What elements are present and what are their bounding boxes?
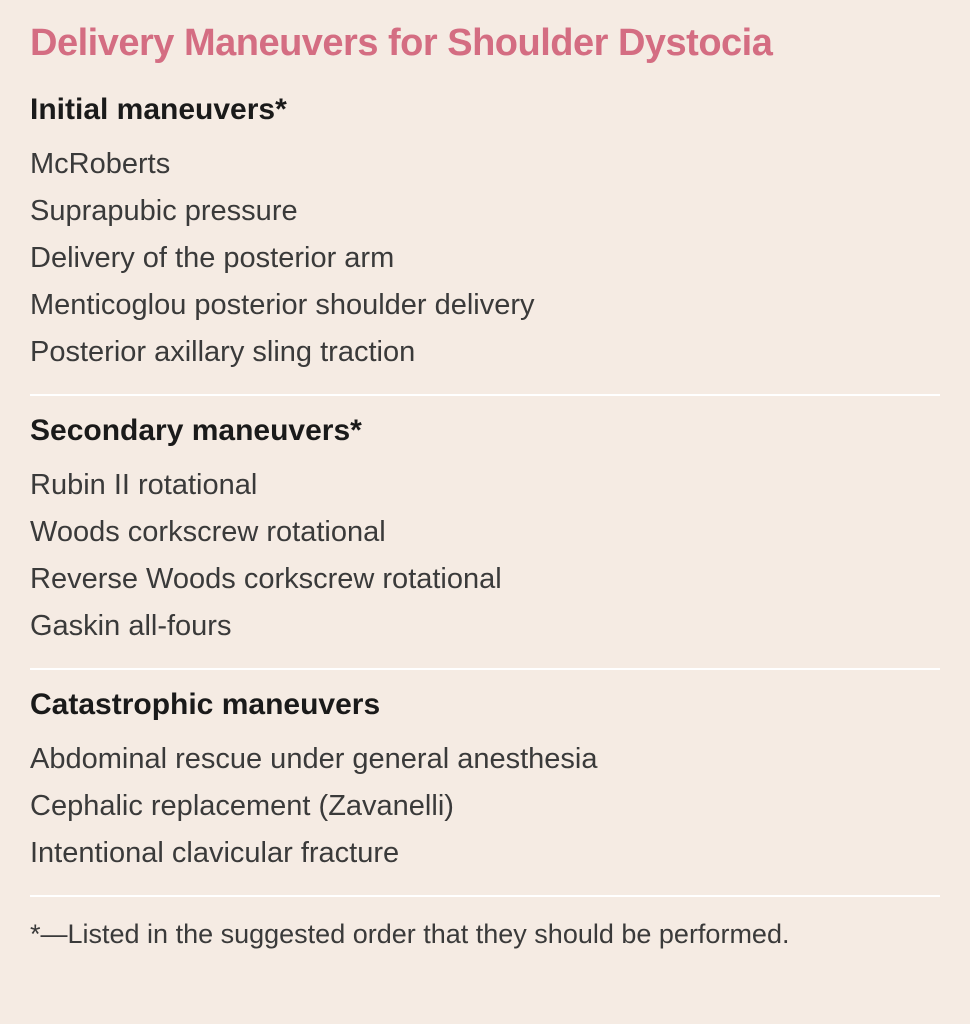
list-item: McRoberts: [30, 141, 940, 188]
list-item: Suprapubic pressure: [30, 188, 940, 235]
list-item: Abdominal rescue under general anesthesi…: [30, 736, 940, 783]
section-secondary: Secondary maneuvers* Rubin II rotational…: [30, 414, 940, 664]
list-item: Woods corkscrew rotational: [30, 509, 940, 556]
section-heading: Catastrophic maneuvers: [30, 688, 940, 722]
section-divider: [30, 394, 940, 396]
list-item: Cephalic replacement (Zavanelli): [30, 783, 940, 830]
footnote: *—Listed in the suggested order that the…: [30, 915, 940, 950]
section-divider: [30, 895, 940, 897]
section-catastrophic: Catastrophic maneuvers Abdominal rescue …: [30, 688, 940, 891]
list-item: Rubin II rotational: [30, 462, 940, 509]
section-heading: Secondary maneuvers*: [30, 414, 940, 448]
section-initial: Initial maneuvers* McRoberts Suprapubic …: [30, 93, 940, 390]
list-item: Delivery of the posterior arm: [30, 235, 940, 282]
section-divider: [30, 668, 940, 670]
list-item: Gaskin all-fours: [30, 603, 940, 650]
list-item: Intentional clavicular fracture: [30, 830, 940, 877]
section-heading: Initial maneuvers*: [30, 93, 940, 127]
list-item: Reverse Woods corkscrew rotational: [30, 556, 940, 603]
list-item: Menticoglou posterior shoulder delivery: [30, 282, 940, 329]
list-item: Posterior axillary sling traction: [30, 329, 940, 376]
page-title: Delivery Maneuvers for Shoulder Dystocia: [30, 22, 940, 65]
